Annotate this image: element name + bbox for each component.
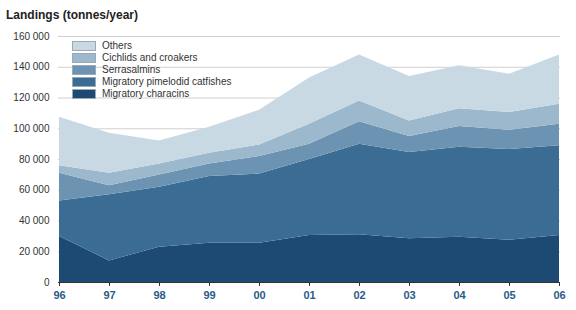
html-text:Migratory characins: Migratory characins	[102, 88, 190, 99]
svg-text:160 000: 160 000	[13, 31, 50, 42]
svg-text:05: 05	[503, 289, 515, 301]
svg-text:80 000: 80 000	[19, 154, 50, 165]
html-text:Serrasalmins: Serrasalmins	[102, 64, 161, 75]
svg-text:140 000: 140 000	[13, 61, 50, 72]
html-text:Cichlids and croakers: Cichlids and croakers	[102, 52, 198, 63]
svg-text:20 000: 20 000	[19, 246, 50, 257]
svg-text:06: 06	[553, 289, 565, 301]
svg-text:99: 99	[203, 289, 215, 301]
html-text:Migratory pimelodid catfishes: Migratory pimelodid catfishes	[102, 76, 232, 87]
svg-text:98: 98	[153, 289, 165, 301]
svg-text:97: 97	[103, 289, 115, 301]
svg-text:120 000: 120 000	[13, 92, 50, 103]
svg-text:96: 96	[53, 289, 65, 301]
svg-text:100 000: 100 000	[13, 123, 50, 134]
svg-text:40 000: 40 000	[19, 215, 50, 226]
svg-text:60 000: 60 000	[19, 184, 50, 195]
svg-text:01: 01	[303, 289, 315, 301]
svg-text:04: 04	[453, 289, 466, 301]
svg-text:00: 00	[253, 289, 265, 301]
svg-text:02: 02	[353, 289, 365, 301]
html-text:Landings (tonnes/year): Landings (tonnes/year)	[6, 8, 138, 22]
svg-text:0: 0	[44, 277, 50, 288]
svg-text:03: 03	[403, 289, 415, 301]
html-text:Others: Others	[102, 40, 132, 51]
